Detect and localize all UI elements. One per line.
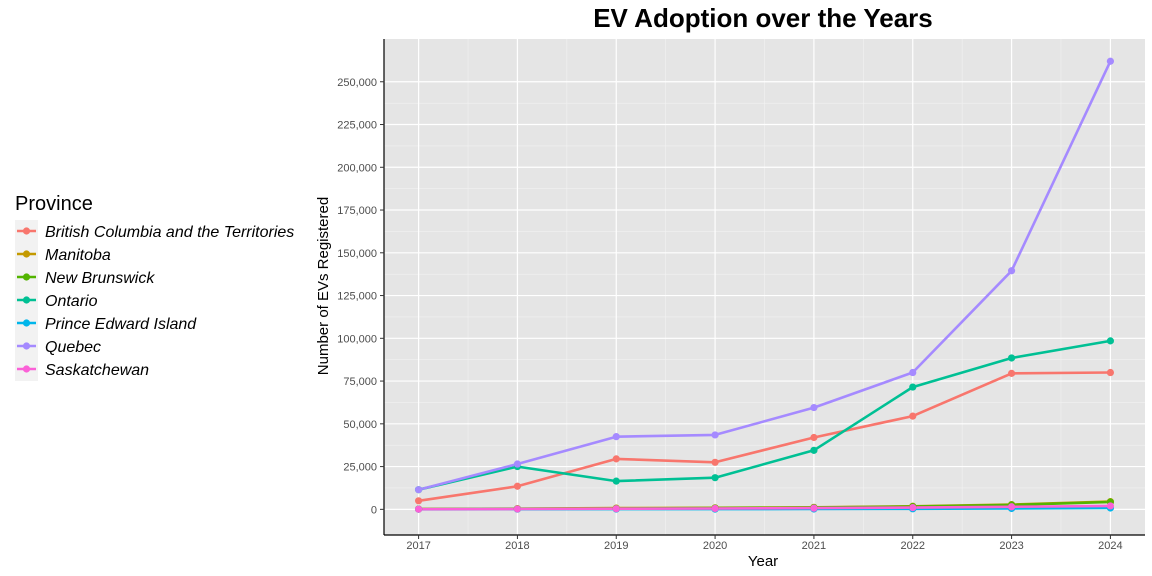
data-point	[810, 446, 818, 454]
y-tick-label: 100,000	[337, 333, 377, 345]
y-axis-title: Number of EVs Registered	[315, 197, 332, 375]
x-tick-label: 2019	[604, 540, 628, 552]
series-line	[418, 504, 1111, 511]
data-point	[414, 505, 423, 513]
data-point	[612, 455, 620, 463]
data-point	[1106, 368, 1115, 377]
data-point	[1007, 369, 1016, 377]
legend-key-point	[22, 227, 31, 235]
x-tick-label: 2024	[1098, 540, 1122, 552]
data-point	[909, 368, 917, 377]
data-point	[711, 431, 719, 439]
data-point	[909, 504, 917, 512]
legend-label: British Columbia and the Territories	[45, 224, 294, 241]
y-tick-label: 125,000	[337, 291, 377, 303]
data-point	[810, 403, 818, 412]
legend-key-point	[22, 250, 31, 258]
legend-title: Province	[15, 193, 93, 215]
data-point	[1007, 267, 1016, 275]
data-point	[513, 460, 522, 468]
legend: Province British Columbia and the Territ…	[15, 193, 294, 381]
data-point	[612, 477, 620, 485]
y-tick-label: 0	[371, 504, 377, 516]
x-tick-label: 2021	[802, 540, 826, 552]
legend-key-point	[22, 319, 31, 327]
data-point	[909, 412, 917, 420]
legend-key-point	[22, 296, 31, 304]
y-tick-label: 250,000	[337, 77, 377, 89]
data-point	[711, 504, 719, 513]
x-axis-title: Year	[748, 553, 778, 570]
x-tick-label: 2022	[901, 540, 925, 552]
data-point	[711, 474, 719, 482]
series-line	[418, 60, 1112, 491]
legend-label: Manitoba	[45, 247, 111, 264]
x-tick-label: 2017	[406, 540, 430, 552]
data-point	[810, 433, 818, 442]
x-tick-label: 2023	[999, 540, 1023, 552]
data-point	[711, 458, 719, 466]
data-point	[612, 505, 620, 513]
y-tick-label: 175,000	[337, 205, 377, 217]
chart-title: EV Adoption over the Years	[593, 3, 933, 33]
data-point	[513, 505, 522, 513]
data-point	[1106, 337, 1115, 345]
series-line	[418, 339, 1111, 491]
data-point	[1007, 503, 1016, 511]
plot-panel	[384, 39, 1145, 535]
data-point	[612, 433, 620, 441]
y-tick-label: 50,000	[343, 419, 377, 431]
legend-label: New Brunswick	[45, 270, 155, 287]
data-point	[1007, 354, 1016, 362]
y-tick-label: 150,000	[337, 248, 377, 260]
legend-key-point	[22, 342, 31, 350]
series-line	[418, 371, 1111, 503]
data-point	[1106, 57, 1115, 65]
x-tick-label: 2020	[703, 540, 727, 552]
x-tick-label: 2018	[505, 540, 529, 552]
legend-key-point	[22, 273, 31, 281]
y-tick-label: 75,000	[343, 376, 377, 388]
data-point	[414, 486, 423, 494]
legend-key-point	[22, 365, 31, 373]
legend-label: Saskatchewan	[45, 362, 149, 379]
data-point	[810, 504, 818, 512]
y-tick-label: 200,000	[337, 162, 377, 174]
data-point	[1106, 502, 1115, 510]
legend-label: Ontario	[45, 293, 98, 310]
data-point	[414, 497, 423, 505]
legend-label: Quebec	[45, 339, 101, 356]
y-tick-label: 225,000	[337, 120, 377, 132]
data-point	[513, 482, 522, 490]
y-tick-label: 25,000	[343, 462, 377, 474]
data-point	[909, 383, 917, 391]
legend-label: Prince Edward Island	[45, 316, 197, 333]
